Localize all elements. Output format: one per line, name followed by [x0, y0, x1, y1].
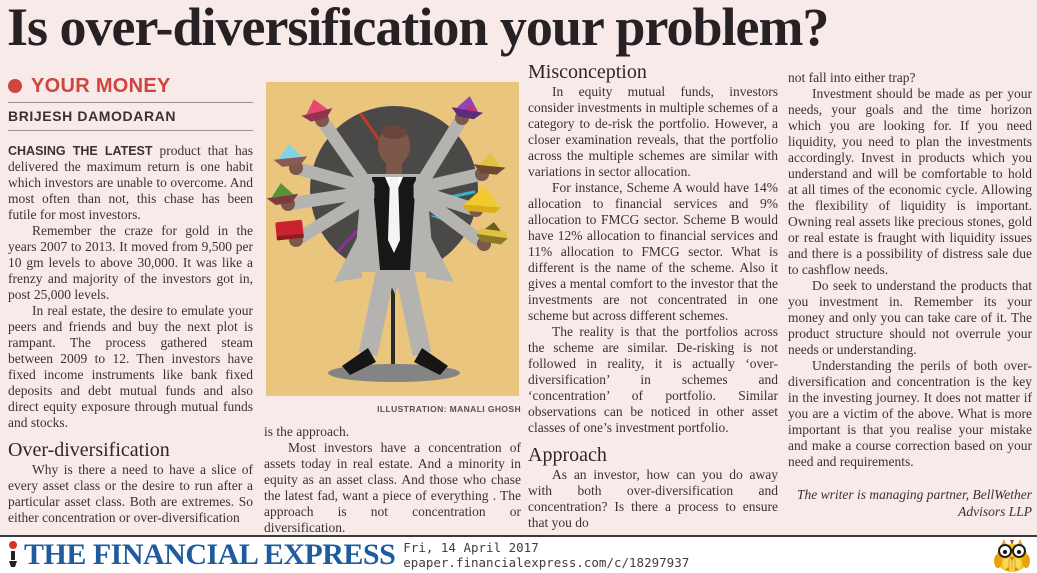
subheading-misconception: Misconception	[528, 61, 647, 83]
column-4: not fall into either trap? Investment sh…	[788, 70, 1032, 520]
article-title: Is over-diversification your problem?	[7, 0, 829, 57]
epaper-date: Fri, 14 April 2017	[403, 540, 539, 555]
section-label: YOUR MONEY	[31, 75, 171, 97]
paragraph: Most investors have a concentration of a…	[264, 440, 521, 535]
epaper-url[interactable]: epaper.financialexpress.com/c/18297937	[403, 555, 690, 570]
paragraph: For instance, Scheme A would have 14% al…	[528, 180, 778, 323]
paragraph: Why is there a need to have a slice of e…	[8, 462, 253, 525]
paragraph: not fall into either trap?	[788, 70, 916, 85]
divider	[8, 130, 253, 131]
section-kicker: YOUR MONEY	[8, 75, 253, 97]
arms	[281, 111, 491, 251]
paragraph: Remember the craze for gold in the years…	[8, 223, 253, 302]
column-2: ILLUSTRATION: MANALI GHOSH is the approa…	[264, 82, 521, 536]
financial-express-logo-icon	[9, 541, 17, 567]
wheel-stand	[391, 270, 395, 372]
epaper-meta: Fri, 14 April 2017 epaper.financialexpre…	[403, 540, 689, 570]
illustration-caption: ILLUSTRATION: MANALI GHOSH	[377, 404, 521, 414]
section-bullet-icon	[8, 79, 22, 93]
divider	[8, 102, 253, 103]
paper-boats	[266, 96, 508, 245]
paragraph: The reality is that the portfolios acros…	[528, 324, 778, 435]
owl-mascot-icon	[994, 539, 1030, 572]
lead-in: CHASING THE LATEST	[8, 144, 153, 158]
paragraph: Do seek to understand the products that …	[788, 278, 1032, 357]
paragraph: CHASING THE LATEST product that has deli…	[8, 143, 253, 223]
subheading-over-diversification: Over-diversification	[8, 439, 170, 461]
paragraph: As an investor, how can you do away with…	[528, 467, 778, 530]
paragraph: Investment should be made as per your ne…	[788, 86, 1032, 277]
paragraph-text: product that has delivered the maximum r…	[8, 143, 253, 222]
byline: BRIJESH DAMODARAN	[8, 108, 177, 124]
author-credit: The writer is managing partner, BellWeth…	[797, 487, 1032, 519]
paragraph: In equity mutual funds, investors consid…	[528, 84, 778, 179]
paragraph: Understanding the perils of both over-di…	[788, 358, 1032, 469]
column-3: Misconception In equity mutual funds, in…	[528, 61, 778, 531]
paragraph: In real estate, the desire to emulate yo…	[8, 303, 253, 430]
subheading-approach: Approach	[528, 444, 607, 466]
epaper-footer: THE FINANCIAL EXPRESS Fri, 14 April 2017…	[0, 535, 1037, 573]
paragraph: is the approach.	[264, 424, 350, 439]
article-illustration	[266, 82, 519, 396]
column-1: YOUR MONEY BRIJESH DAMODARAN CHASING THE…	[8, 76, 253, 526]
masthead-logo: THE FINANCIAL EXPRESS	[24, 538, 396, 571]
